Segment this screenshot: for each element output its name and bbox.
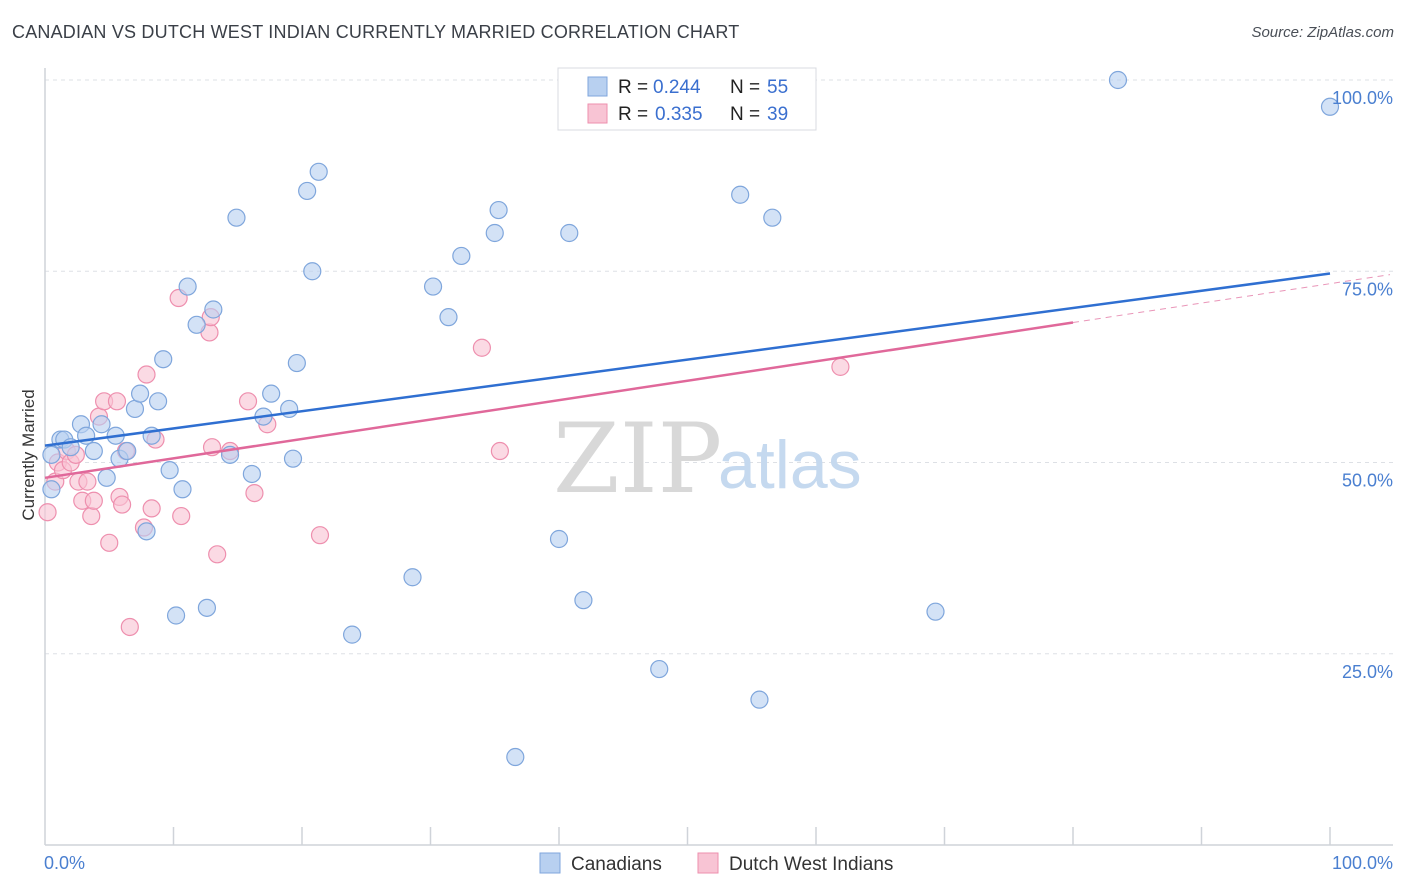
canadians-point — [227, 208, 246, 227]
dutch-west-indians-point — [107, 392, 127, 411]
dutch-west-indians-point — [490, 441, 509, 461]
legend-r-label-1: R = — [618, 77, 648, 98]
canadians-point — [187, 315, 206, 334]
canadians-point — [506, 747, 525, 767]
dutch-west-indians-point — [38, 503, 57, 522]
watermark: ZIP atlas — [553, 403, 862, 515]
canadians-point — [262, 384, 281, 403]
bottom-legend-swatch-dutch-west-indians — [697, 852, 719, 874]
trendline-dutch-west-indians-extension — [1072, 274, 1391, 323]
canadians-point — [549, 529, 569, 549]
canadians-point — [84, 441, 103, 461]
canadians-point — [92, 415, 111, 434]
canadians-point — [750, 690, 769, 709]
chart-title: CANADIAN VS DUTCH WEST INDIAN CURRENTLY … — [12, 22, 740, 42]
canadians-point — [178, 277, 197, 296]
legend-swatch-canadians — [587, 76, 608, 97]
canadians-point — [1320, 97, 1340, 116]
trendline-canadians — [44, 272, 1331, 447]
dutch-west-indians-point — [172, 506, 191, 526]
canadians-point — [560, 223, 579, 243]
series-legend: Canadians Dutch West Indians — [539, 852, 893, 875]
trendline-dutch-west-indians — [44, 321, 1074, 480]
canadians-point — [650, 659, 669, 679]
canadians-point — [125, 399, 145, 419]
legend-n-label-1: N = — [730, 77, 760, 98]
dutch-west-indians-point — [112, 495, 132, 514]
legend-n-label-2: N = — [730, 104, 760, 125]
canadians-point — [173, 480, 192, 499]
canadians-point — [118, 441, 137, 461]
bottom-legend-label-dutch-west-indians: Dutch West Indians — [729, 854, 893, 875]
dutch-west-indians-point — [310, 526, 330, 545]
dutch-west-indians-point — [100, 533, 119, 552]
canadians-point — [197, 598, 217, 617]
y-axis-label: Currently Married — [19, 389, 38, 520]
legend-swatch-dutch-west-indians — [587, 103, 608, 124]
canadians-point — [1108, 70, 1128, 90]
y-tick-label-75: 75.0% — [1342, 279, 1393, 299]
correlation-legend: R = 0.244 N = 55 R = 0.335 N = 39 — [557, 67, 817, 131]
source-label: Source: ZipAtlas.com — [1251, 24, 1394, 41]
dutch-west-indians-point — [472, 338, 491, 357]
bottom-legend-label-canadians: Canadians — [571, 854, 662, 875]
canadians-point — [137, 522, 156, 541]
canadians-point — [242, 464, 261, 484]
legend-n-value-2: 39 — [767, 104, 788, 125]
y-tick-labels: 25.0% 50.0% 75.0% 100.0% — [1332, 88, 1393, 682]
x-tick-marks — [172, 827, 1331, 845]
dutch-west-indians-point — [831, 357, 850, 376]
dutch-west-indians-point — [137, 365, 156, 384]
canadians-point — [763, 208, 782, 227]
dutch-west-indians-point — [238, 392, 258, 411]
x-tick-label-max: 100.0% — [1332, 853, 1393, 873]
canadians-point — [204, 300, 223, 319]
canadians-point — [309, 162, 328, 181]
canadians-point — [574, 591, 593, 610]
canadians-point — [287, 353, 306, 373]
dutch-west-indians-point — [78, 472, 97, 491]
bottom-legend-swatch-canadians — [539, 852, 561, 874]
canadians-point — [97, 468, 116, 487]
x-tick-label-min: 0.0% — [44, 853, 85, 873]
canadians-point — [130, 384, 150, 403]
canadians-point — [42, 445, 61, 464]
canadians-point — [926, 602, 945, 621]
watermark-zip: ZIP — [553, 403, 722, 515]
y-tick-label-50: 50.0% — [1342, 471, 1393, 491]
dutch-west-indians-point — [208, 545, 227, 564]
canadians-point — [452, 246, 471, 266]
dutch-west-indians-point — [84, 491, 103, 510]
legend-n-value-1: 55 — [767, 77, 788, 98]
legend-r-value-2: 0.335 — [655, 104, 703, 125]
canadians-point — [731, 185, 750, 204]
watermark-atlas: atlas — [718, 427, 862, 503]
canadians-point — [489, 200, 508, 220]
legend-r-value-1: 0.244 — [653, 77, 701, 98]
dutch-west-indians-point — [245, 484, 264, 503]
canadians-point — [298, 181, 317, 201]
canadians-point — [303, 262, 322, 281]
canadians-point — [485, 223, 504, 243]
canadians-point — [154, 350, 173, 369]
legend-r-label-2: R = — [618, 104, 648, 125]
canadians-point — [423, 277, 443, 296]
canadians-point — [166, 606, 186, 625]
dutch-west-indians-point — [120, 617, 139, 637]
trendlines — [44, 272, 1391, 480]
gridlines — [45, 79, 1393, 655]
y-tick-label-25: 25.0% — [1342, 662, 1393, 682]
canadians-point — [403, 568, 422, 587]
dutch-west-indians-point — [82, 506, 101, 526]
canadians-point — [439, 308, 458, 327]
canadians-point — [343, 625, 362, 644]
y-tick-label-100: 100.0% — [1332, 88, 1393, 108]
canadians-point — [160, 461, 179, 480]
canadians-point — [148, 392, 168, 411]
canadians-point — [283, 449, 303, 468]
canadians-point — [42, 480, 61, 499]
dutch-west-indians-point — [142, 499, 161, 518]
